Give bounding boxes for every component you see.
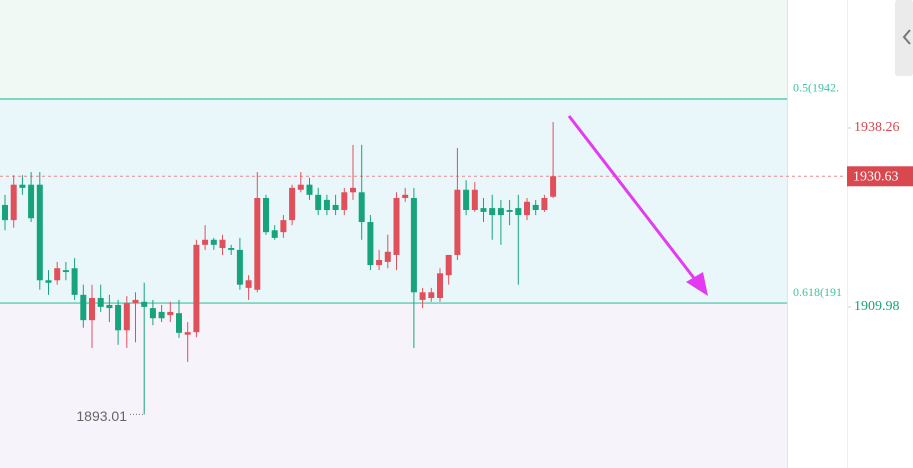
candle-body: [315, 194, 322, 211]
candle-body: [184, 332, 191, 335]
candle-body: [115, 304, 122, 331]
candle-body: [489, 208, 496, 216]
collapse-tab[interactable]: [895, 0, 913, 76]
candle-body: [428, 292, 435, 298]
candle-body: [350, 187, 356, 193]
candle-body: [245, 280, 252, 288]
candle-body: [71, 268, 78, 295]
candle-body: [10, 184, 17, 221]
candle-body: [141, 301, 148, 307]
price-axis-panel: [787, 0, 913, 468]
candle-body: [393, 197, 400, 255]
fib-label: 0.5(1942.: [793, 81, 839, 95]
candle-body: [402, 194, 409, 198]
candle-body: [236, 249, 243, 285]
candle-body: [384, 251, 391, 262]
candle-body: [550, 176, 557, 197]
candle-body: [132, 299, 139, 304]
arrow-head: [686, 272, 708, 296]
candle-body: [506, 210, 513, 212]
chevron-icon[interactable]: [902, 29, 911, 45]
candle-body: [45, 280, 52, 283]
candle-body: [228, 247, 235, 250]
zone-upper: [0, 0, 787, 99]
candle-body: [97, 297, 104, 307]
fib-label: 0.618(191: [793, 285, 842, 299]
candle-body: [419, 292, 426, 300]
candle-body: [106, 304, 113, 309]
candle-body: [149, 308, 156, 319]
candle-body: [445, 254, 452, 276]
candle-body: [89, 297, 95, 321]
plot: 0.5(1942. 0.618(191 1893.01: [0, 81, 846, 424]
candle-body: [193, 244, 200, 333]
y-tick-label: 1938.26: [854, 120, 900, 135]
candle-body: [202, 239, 209, 245]
candle-body: [2, 204, 8, 221]
candle-body: [263, 197, 269, 233]
candle-body: [219, 239, 226, 248]
candle-body: [454, 189, 461, 255]
candle-body: [167, 311, 174, 316]
candle-body: [497, 208, 504, 216]
candle-body: [123, 303, 130, 331]
current-price-label: 1930.63: [853, 169, 899, 184]
candle-body: [176, 313, 182, 333]
candle-body: [271, 230, 278, 238]
trend-arrow: [567, 115, 708, 296]
candle-body: [541, 197, 548, 211]
candle-body: [158, 311, 165, 319]
candle-body: [410, 197, 417, 293]
arrow-shaft: [567, 115, 699, 283]
candle-body: [358, 192, 365, 223]
candle-body: [306, 184, 313, 195]
candle-body: [28, 184, 35, 219]
y-tick-label: 1909.98: [854, 299, 900, 314]
candle-body: [376, 260, 383, 266]
candle-body: [19, 184, 26, 188]
candle-body: [524, 201, 530, 216]
candle-body: [323, 199, 330, 211]
candle-body: [532, 204, 539, 211]
candle-body: [254, 197, 261, 290]
candle-body: [480, 208, 487, 212]
candle-body: [80, 294, 87, 321]
candle-body: [62, 270, 69, 273]
candle-body: [367, 222, 374, 266]
candle-body: [289, 187, 296, 221]
candle-body: [210, 239, 217, 245]
candle-body: [437, 273, 443, 298]
candle-body: [463, 189, 470, 211]
zone-lower: [0, 303, 787, 468]
current-price-box: [847, 166, 913, 187]
candle-body: [341, 192, 348, 211]
candle-body: [280, 220, 287, 233]
min-label: 1893.01: [76, 408, 127, 424]
candle-body: [297, 184, 304, 190]
candle-body: [332, 204, 339, 211]
candle-body: [54, 268, 61, 281]
candle-body: [36, 184, 43, 281]
candle-body: [515, 208, 522, 216]
candle-body: [471, 189, 478, 211]
